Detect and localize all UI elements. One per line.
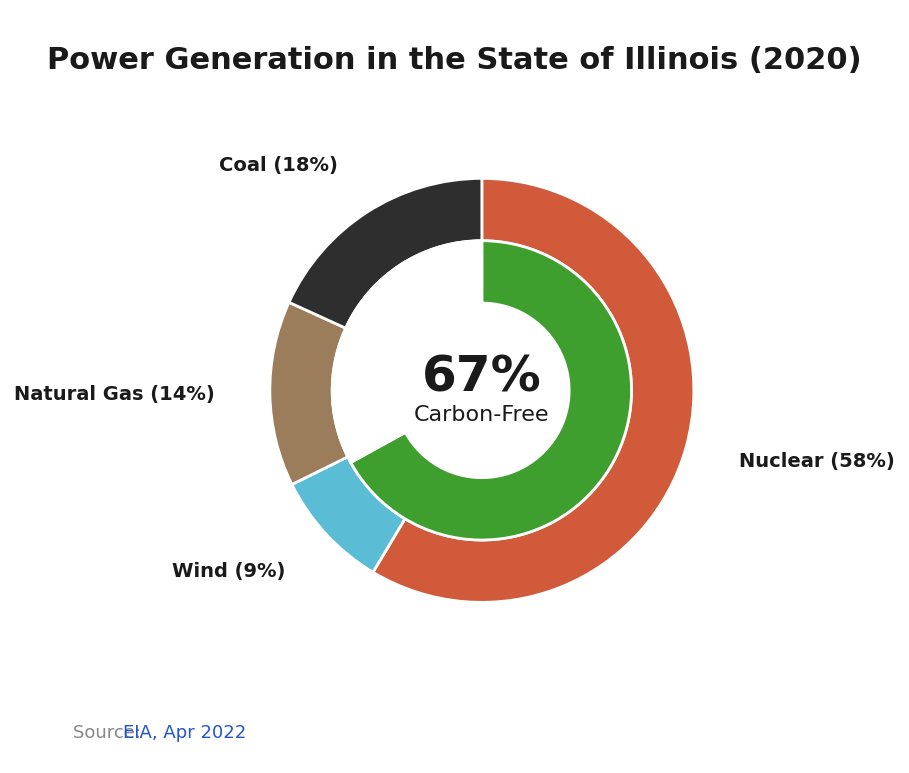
Text: Nuclear (58%): Nuclear (58%)	[739, 452, 894, 471]
Text: Coal (18%): Coal (18%)	[219, 156, 337, 175]
Wedge shape	[351, 240, 632, 540]
Text: Wind (9%): Wind (9%)	[173, 562, 285, 581]
Text: Carbon-Free: Carbon-Free	[415, 405, 550, 425]
Text: 67%: 67%	[422, 354, 542, 402]
Text: Power Generation in the State of Illinois (2020): Power Generation in the State of Illinoi…	[47, 46, 862, 76]
Text: Natural Gas (14%): Natural Gas (14%)	[15, 385, 215, 404]
Text: EIA, Apr 2022: EIA, Apr 2022	[123, 724, 246, 742]
Wedge shape	[292, 457, 405, 572]
Wedge shape	[270, 302, 348, 485]
Wedge shape	[373, 179, 694, 602]
Text: Source:: Source:	[73, 724, 146, 742]
Wedge shape	[332, 240, 482, 462]
Wedge shape	[289, 179, 482, 329]
